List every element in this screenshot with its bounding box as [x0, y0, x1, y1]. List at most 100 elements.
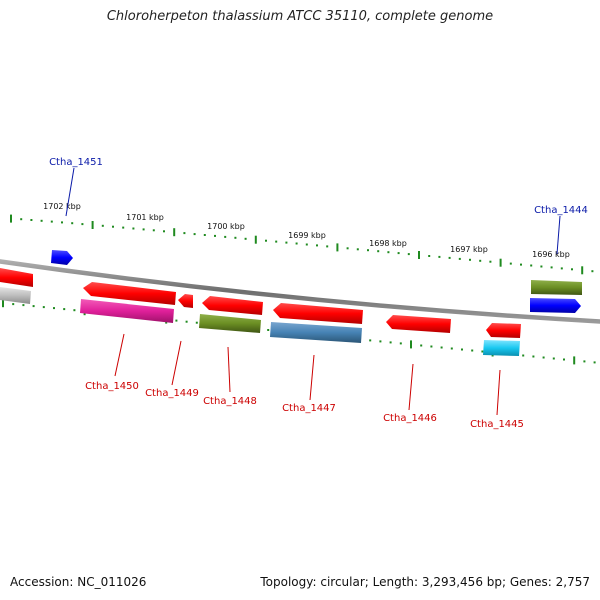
- gene-red-4[interactable]: [273, 303, 363, 324]
- outer-minor-tick: [387, 251, 390, 254]
- gene-ctha-1448[interactable]: [199, 314, 261, 333]
- genome-summary-text: Topology: circular; Length: 3,293,456 bp…: [260, 575, 590, 589]
- inner-minor-tick: [63, 308, 66, 311]
- inner-minor-tick: [42, 306, 45, 309]
- map-title: Chloroherpeton thalassium ATCC 35110, co…: [106, 9, 494, 24]
- kbp-scale: 1702 kbp 1701 kbp 1700 kbp 1699 kbp 1698…: [43, 202, 570, 259]
- leader-ctha-1446: [408, 363, 414, 411]
- inner-minor-tick: [369, 339, 372, 342]
- inner-minor-tick: [461, 348, 463, 351]
- inner-minor-tick: [542, 356, 545, 359]
- outer-minor-tick: [40, 219, 43, 222]
- inner-minor-tick: [522, 354, 525, 357]
- outer-minor-tick: [540, 265, 543, 268]
- gene-label-ctha-1448[interactable]: Ctha_1448: [203, 396, 257, 407]
- inner-minor-tick: [379, 340, 382, 343]
- outer-minor-tick: [407, 253, 410, 256]
- outer-minor-tick: [397, 252, 400, 255]
- outer-minor-tick: [81, 223, 84, 226]
- inner-minor-tick: [185, 320, 188, 323]
- gene-olive-top[interactable]: [531, 280, 582, 295]
- kbp-label-1702: 1702 kbp: [43, 202, 81, 211]
- gene-ctha-1447[interactable]: [270, 322, 362, 343]
- inner-minor-tick: [175, 319, 178, 322]
- inner-minor-tick: [389, 341, 392, 344]
- gene-ctha-1450[interactable]: [80, 299, 174, 323]
- outer-minor-tick: [591, 270, 594, 273]
- gene-ctha-1449[interactable]: [178, 294, 193, 308]
- outer-minor-tick: [30, 219, 33, 221]
- outer-minor-tick: [469, 258, 471, 261]
- gene-ctha-1445[interactable]: [483, 340, 520, 356]
- inner-minor-tick: [267, 329, 270, 331]
- inner-minor-tick: [32, 305, 35, 308]
- outer-minor-tick: [112, 225, 114, 228]
- outer-minor-tick: [214, 234, 216, 237]
- inner-minor-tick: [73, 309, 76, 312]
- gene-label-ctha-1444[interactable]: Ctha_1444: [534, 205, 588, 216]
- gene-label-ctha-1445[interactable]: Ctha_1445: [470, 419, 524, 430]
- outer-major-tick: [336, 243, 339, 252]
- inner-major-tick: [573, 356, 576, 365]
- outer-major-tick: [418, 251, 420, 259]
- kbp-label-1696: 1696 kbp: [532, 250, 570, 259]
- accession-text: Accession: NC_011026: [10, 575, 147, 589]
- reverse-strand-genes: [80, 282, 521, 356]
- kbp-label-1699: 1699 kbp: [288, 231, 326, 240]
- inner-minor-tick: [440, 346, 443, 349]
- kbp-label-1701: 1701 kbp: [126, 213, 164, 222]
- inner-minor-tick: [399, 342, 402, 345]
- gene-red-3[interactable]: [202, 296, 263, 315]
- gene-red-6[interactable]: [486, 323, 521, 338]
- gene-label-ctha-1449[interactable]: Ctha_1449: [145, 388, 199, 399]
- outer-minor-tick: [530, 264, 533, 267]
- outer-minor-tick: [244, 237, 247, 240]
- outer-major-tick: [173, 228, 176, 237]
- outer-major-tick: [254, 235, 257, 244]
- gene-red-1[interactable]: [83, 282, 176, 305]
- gene-label-ctha-1451[interactable]: Ctha_1451: [49, 157, 103, 168]
- leader-ctha-1448: [227, 346, 231, 393]
- outer-minor-tick: [448, 256, 451, 259]
- gene-label-ctha-1447[interactable]: Ctha_1447: [282, 403, 336, 414]
- label-leader-lines: [65, 167, 561, 416]
- leader-ctha-1450: [114, 333, 125, 377]
- leader-ctha-1444: [556, 215, 561, 255]
- outer-major-tick: [499, 258, 502, 267]
- outer-minor-tick: [142, 228, 145, 231]
- gene-ctha-1444[interactable]: [530, 298, 581, 313]
- inner-minor-tick: [583, 360, 586, 363]
- outer-minor-tick: [428, 255, 431, 257]
- inner-minor-tick: [53, 307, 55, 310]
- outer-minor-tick: [20, 218, 23, 221]
- outer-minor-tick: [458, 257, 461, 260]
- gene-left-edge-red[interactable]: [0, 268, 33, 287]
- outer-minor-tick: [203, 234, 206, 236]
- outer-major-tick: [10, 214, 12, 223]
- outer-minor-tick: [560, 267, 563, 270]
- kbp-label-1698: 1698 kbp: [369, 239, 407, 248]
- gene-left-edge-gray[interactable]: [0, 287, 31, 304]
- outer-minor-tick: [438, 255, 441, 258]
- inner-minor-tick: [195, 321, 198, 324]
- outer-major-tick: [581, 266, 584, 275]
- leader-ctha-1449: [171, 340, 182, 386]
- inner-minor-tick: [593, 361, 596, 364]
- forward-strand-genes: [0, 250, 582, 313]
- outer-minor-tick: [50, 220, 53, 223]
- genome-backbone: [0, 259, 600, 324]
- outer-minor-tick: [356, 248, 359, 251]
- outer-minor-tick: [101, 224, 104, 227]
- kbp-label-1697: 1697 kbp: [450, 245, 488, 254]
- leader-ctha-1447: [309, 354, 315, 401]
- outer-minor-tick: [193, 233, 196, 236]
- outer-minor-tick: [152, 229, 155, 232]
- outer-minor-tick: [377, 250, 380, 253]
- gene-label-ctha-1450[interactable]: Ctha_1450: [85, 381, 139, 392]
- gene-ctha-1446[interactable]: [386, 315, 451, 333]
- outer-minor-tick: [183, 232, 186, 235]
- gene-label-ctha-1446[interactable]: Ctha_1446: [383, 413, 437, 424]
- gene-ctha-1451[interactable]: [51, 250, 73, 265]
